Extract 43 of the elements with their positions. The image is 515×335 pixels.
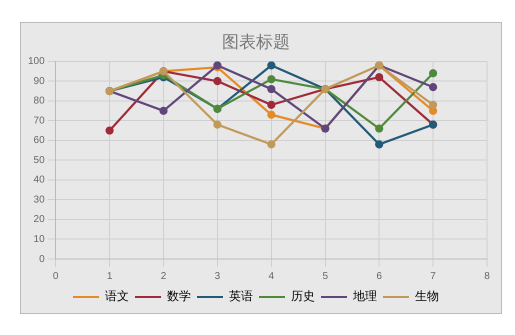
y-tick-label: 50 [34,154,46,166]
y-tick-label: 90 [34,76,46,87]
y-tick-label: 60 [34,135,46,146]
x-tick-label: 0 [52,270,59,282]
point [375,140,384,148]
point [213,77,222,86]
y-tick-label: 80 [34,96,46,107]
legend-label: 数学 [167,289,191,304]
legend-label: 语文 [105,289,129,304]
point [375,73,384,82]
y-tick-label: 100 [28,56,46,68]
point [375,124,384,133]
point [267,61,276,70]
y-tick-label: 40 [34,174,46,186]
y-tick-label: 30 [34,194,46,206]
x-tick-label: 4 [268,270,275,282]
point [267,110,276,119]
legend-label: 英语 [229,289,253,304]
x-tick-label: 8 [484,270,490,282]
point [267,84,276,94]
point [428,69,438,78]
point [267,140,276,148]
x-tick-label: 2 [160,270,167,282]
y-tick-label: 70 [34,115,46,126]
point [428,100,438,109]
x-tick-label: 6 [376,270,382,282]
y-tick-label: 20 [34,214,46,226]
y-tick-label: 0 [39,254,46,265]
point [267,75,276,84]
legend-label: 生物 [415,289,439,304]
x-tick-label: 1 [106,270,113,282]
y-tick-label: 10 [34,234,46,245]
point [213,120,222,129]
x-tick-label: 5 [322,270,328,282]
point [159,106,168,115]
legend-label: 历史 [291,289,315,304]
point [106,126,114,135]
point [267,100,276,109]
x-tick-label: 7 [430,270,436,282]
chart-title: 图表标题 [222,32,290,53]
legend-label: 地理 [352,289,377,304]
x-tick-label: 3 [214,270,221,282]
point [428,82,438,92]
